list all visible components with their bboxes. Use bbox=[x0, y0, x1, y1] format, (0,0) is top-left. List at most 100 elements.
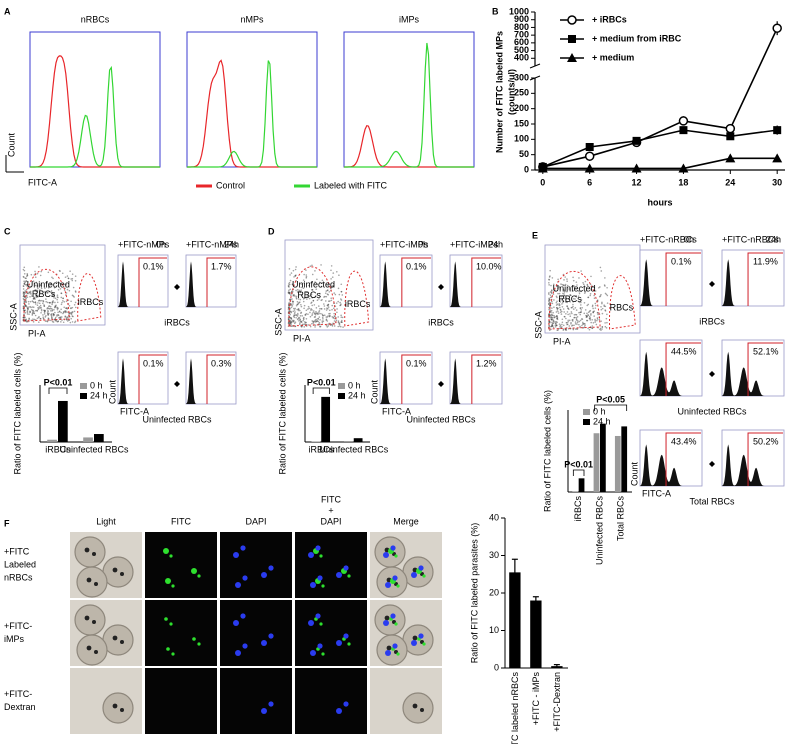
fitc-signal bbox=[396, 652, 400, 656]
scatter-dot bbox=[559, 309, 562, 311]
scatter-dot bbox=[308, 297, 311, 300]
scatter-dot bbox=[598, 295, 601, 298]
scatter-dot bbox=[579, 311, 582, 314]
fitc-signal bbox=[192, 637, 196, 641]
dapi-signal bbox=[310, 582, 316, 588]
scatter-dot bbox=[586, 319, 588, 322]
scatter-dot bbox=[295, 274, 297, 276]
scatter-dot bbox=[73, 296, 75, 298]
scatter-dot bbox=[56, 296, 59, 298]
scatter-dot bbox=[72, 295, 75, 297]
row-label: iRBCs bbox=[428, 317, 454, 327]
scatter-dot bbox=[563, 294, 566, 297]
scatter-dot bbox=[57, 289, 60, 291]
scatter-dot bbox=[23, 305, 25, 308]
scatter-dot bbox=[322, 318, 324, 320]
scatter-dot bbox=[293, 312, 296, 315]
scatter-dot bbox=[339, 304, 342, 306]
scatter-dot bbox=[338, 323, 341, 325]
scatter-dot bbox=[49, 307, 52, 310]
scatter-dot bbox=[50, 313, 52, 316]
scatter-dot bbox=[299, 315, 302, 317]
scatter-dot bbox=[564, 328, 567, 331]
scatter-dot bbox=[579, 319, 582, 322]
scatter-dot bbox=[317, 305, 320, 307]
scatter-dot bbox=[594, 318, 596, 321]
scatter-dot bbox=[331, 304, 334, 307]
scatter-dot bbox=[295, 316, 297, 319]
scatter-dot bbox=[52, 313, 55, 316]
scatter-dot bbox=[37, 287, 39, 290]
scatter-dot bbox=[551, 322, 554, 325]
scatter-dot bbox=[305, 274, 308, 276]
scatter-dot bbox=[341, 321, 343, 323]
micrograph bbox=[145, 532, 217, 598]
fitc-signal bbox=[191, 568, 197, 574]
scatter-dot bbox=[588, 328, 591, 331]
scatter-dot bbox=[298, 323, 301, 326]
scatter-dot bbox=[317, 313, 319, 316]
scatter-dot bbox=[559, 311, 562, 313]
scatter-dot bbox=[578, 292, 581, 295]
scatter-dot bbox=[562, 301, 564, 304]
scatter-dot bbox=[309, 311, 311, 314]
scatter-dot bbox=[601, 312, 604, 315]
parasite bbox=[420, 708, 424, 712]
scatter-dot bbox=[314, 319, 317, 321]
scatter-dot bbox=[28, 303, 30, 305]
scatter-dot bbox=[316, 319, 319, 322]
scatter-dot bbox=[551, 324, 554, 327]
scatter-dot bbox=[32, 300, 34, 303]
scatter-dot bbox=[289, 293, 291, 295]
scatter-dot bbox=[43, 313, 46, 315]
x-tick-label: iRBCs bbox=[45, 444, 71, 454]
scatter-dot bbox=[31, 295, 33, 297]
scatter-dot bbox=[71, 277, 74, 280]
scatter-dot bbox=[324, 295, 326, 298]
scatter-dot bbox=[291, 283, 294, 286]
scatter-dot bbox=[62, 300, 64, 302]
scatter-dot bbox=[315, 318, 317, 321]
scatter-dot bbox=[292, 310, 295, 313]
scatter-dot bbox=[292, 307, 295, 310]
scatter-dot bbox=[296, 312, 299, 315]
scatter-dot bbox=[51, 303, 53, 306]
row-label: iMPs bbox=[4, 634, 24, 644]
scatter-dot bbox=[288, 292, 291, 295]
scatter-dot bbox=[26, 310, 29, 312]
scatter-dot bbox=[292, 320, 295, 323]
scatter-dot bbox=[326, 316, 329, 318]
scatter-dot bbox=[25, 319, 27, 322]
scatter-dot bbox=[289, 274, 291, 276]
scatter-dot bbox=[589, 319, 592, 321]
parasite bbox=[92, 620, 96, 624]
dapi-signal bbox=[317, 643, 323, 649]
scatter-dot bbox=[26, 296, 29, 298]
x-tick-label: Uninfected RBCs bbox=[319, 444, 389, 454]
scatter-dot bbox=[288, 310, 291, 312]
scatter-dot bbox=[581, 318, 584, 320]
scatter-dot bbox=[302, 298, 305, 300]
scatter-dot bbox=[66, 307, 68, 309]
fitc-signal bbox=[422, 642, 426, 646]
scatter-dot bbox=[22, 309, 25, 311]
population-label: iRBCs bbox=[78, 297, 104, 307]
scatter-dot bbox=[331, 285, 334, 287]
scatter-dot bbox=[548, 278, 550, 281]
scatter-dot bbox=[290, 320, 292, 322]
scatter-dot bbox=[555, 304, 558, 306]
legend-marker bbox=[567, 15, 577, 25]
scatter-dot bbox=[66, 316, 68, 318]
scatter-dot bbox=[34, 289, 36, 292]
scatter-dot bbox=[563, 279, 565, 281]
scatter-dot bbox=[308, 284, 310, 287]
scatter-dot bbox=[51, 310, 53, 312]
scatter-dot bbox=[312, 310, 315, 312]
dapi-signal bbox=[268, 701, 274, 707]
scatter-dot bbox=[306, 295, 309, 297]
scatter-dot bbox=[311, 289, 314, 291]
scatter-dot bbox=[327, 300, 330, 302]
scatter-dot bbox=[28, 313, 30, 315]
scatter-dot bbox=[596, 311, 599, 314]
scatter-dot bbox=[23, 282, 26, 284]
